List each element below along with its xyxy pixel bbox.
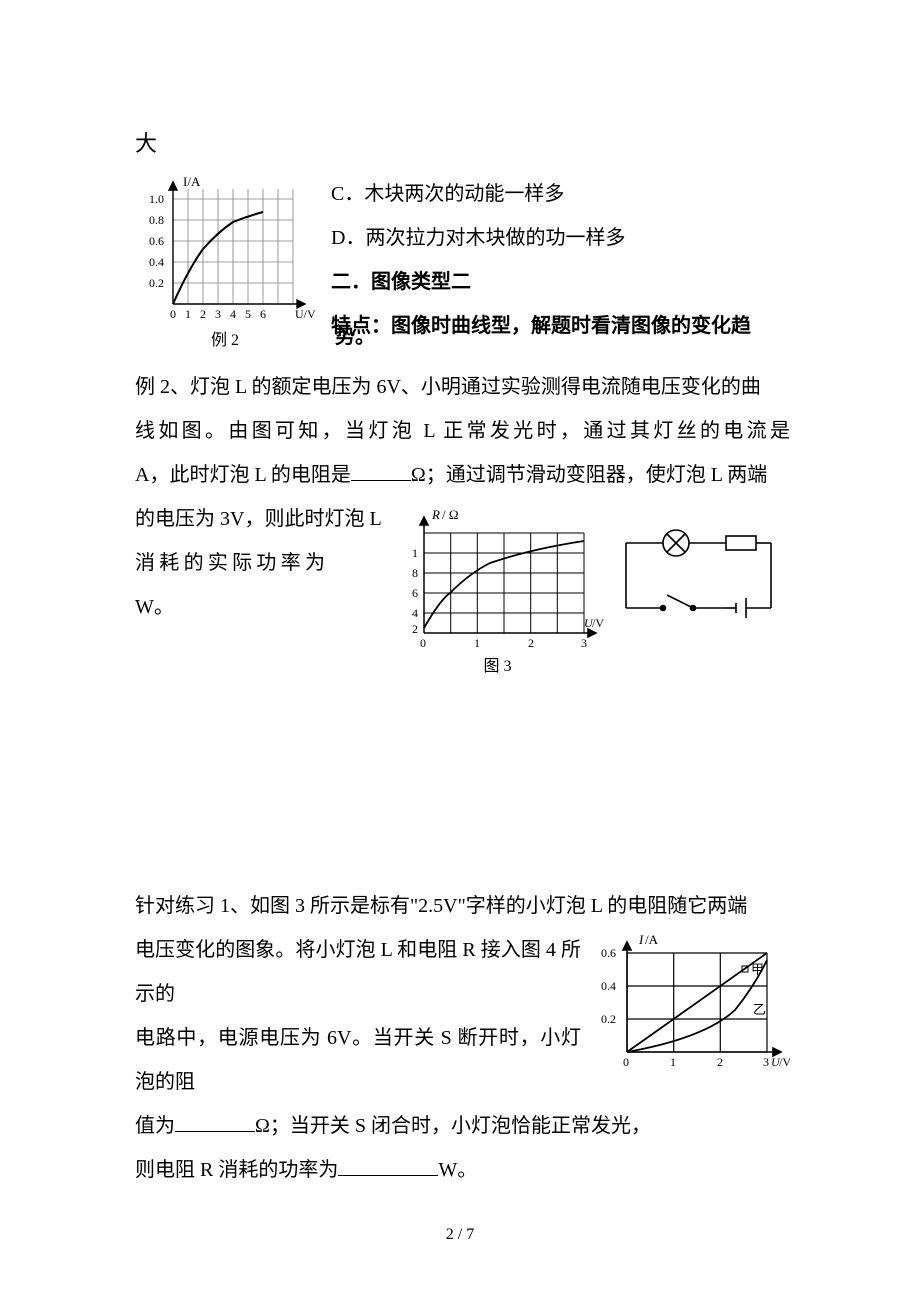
svg-text:0.4: 0.4 <box>601 979 616 993</box>
svg-text:0.4: 0.4 <box>149 255 164 269</box>
blank-power <box>338 1155 438 1176</box>
svg-text:R: R <box>431 507 440 522</box>
svg-text:1: 1 <box>412 546 418 560</box>
svg-text:0.6: 0.6 <box>601 946 616 960</box>
blank-resistance <box>351 460 411 481</box>
top-char: 大 <box>135 120 790 168</box>
svg-text:0: 0 <box>170 307 176 321</box>
fig3-caption: 图 3 <box>390 657 605 676</box>
svg-text:3: 3 <box>215 307 221 321</box>
svg-text:1: 1 <box>474 636 480 650</box>
svg-text:0.8: 0.8 <box>149 213 164 227</box>
svg-text:I/A: I/A <box>183 174 201 189</box>
svg-text:3: 3 <box>581 636 587 650</box>
practice-l5-before: 则电阻 R 消耗的功率为 <box>135 1159 338 1181</box>
fig-practice-wrap: I /A U /V 0.6 0.4 0.2 0 1 2 3 甲 乙 <box>595 930 790 1075</box>
page-number: 2 / 7 <box>0 1217 920 1252</box>
svg-text:/V: /V <box>592 616 604 630</box>
fig-ex2-caption: 例 2 <box>135 331 315 350</box>
svg-text:0.2: 0.2 <box>149 276 164 290</box>
ex2-l3-after: Ω；通过调节滑动变阻器，使灯泡 L 两端 <box>411 464 767 486</box>
practice-l4-before: 值为 <box>135 1115 175 1137</box>
svg-text:6: 6 <box>412 586 418 600</box>
practice-line1: 针对练习 1、如图 3 所示是标有"2.5V"字样的小灯泡 L 的电阻随它两端 <box>135 884 790 928</box>
svg-text:5: 5 <box>245 307 251 321</box>
svg-text:0: 0 <box>420 636 426 650</box>
svg-text:2: 2 <box>412 622 418 636</box>
svg-text:8: 8 <box>412 566 418 580</box>
svg-text:/V: /V <box>779 1055 790 1069</box>
ex2-line2: 线如图。由图可知，当灯泡 L 正常发光时，通过其灯丝的电流是 <box>135 409 790 453</box>
svg-text:/ Ω: / Ω <box>442 507 459 522</box>
svg-text:3: 3 <box>763 1055 769 1069</box>
ex2-line3: A，此时灯泡 L 的电阻是 Ω；通过调节滑动变阻器，使灯泡 L 两端 <box>135 453 790 497</box>
svg-text:1: 1 <box>185 307 191 321</box>
fig3-circuit-wrap: R / Ω U /V 1 8 6 4 2 0 1 2 3 图 3 <box>390 505 790 676</box>
fig-ex2-wrap: I/A U/V 1.0 0.8 0.6 0.4 0.2 0 1 2 3 4 5 … <box>135 174 315 350</box>
svg-text:4: 4 <box>412 606 418 620</box>
svg-text:6: 6 <box>260 307 266 321</box>
svg-text:1: 1 <box>670 1055 676 1069</box>
ex2-l3-before: A，此时灯泡 L 的电阻是 <box>135 464 351 486</box>
svg-text:2: 2 <box>528 636 534 650</box>
ex2-line1: 例 2、灯泡 L 的额定电压为 6V、小明通过实验测得电流随电压变化的曲 <box>135 365 790 409</box>
fig-ex2-chart: I/A U/V 1.0 0.8 0.6 0.4 0.2 0 1 2 3 4 5 … <box>135 174 315 329</box>
svg-text:/A: /A <box>645 932 659 947</box>
fig3-chart: R / Ω U /V 1 8 6 4 2 0 1 2 3 <box>390 505 605 655</box>
fig3-block: R / Ω U /V 1 8 6 4 2 0 1 2 3 图 3 <box>390 505 605 676</box>
practice-l1-text: 针对练习 1、如图 3 所示是标有"2.5V"字样的小灯泡 L 的电阻随它两端 <box>135 895 747 917</box>
fig-practice-chart: I /A U /V 0.6 0.4 0.2 0 1 2 3 甲 乙 <box>595 930 790 1075</box>
circuit-diagram <box>611 523 786 638</box>
svg-text:I: I <box>638 932 644 947</box>
svg-text:2: 2 <box>717 1055 723 1069</box>
practice-line5: 则电阻 R 消耗的功率为 W。 <box>135 1148 790 1192</box>
svg-text:2: 2 <box>200 307 206 321</box>
svg-text:U/V: U/V <box>295 307 315 321</box>
ex2-line5: 消耗的实际功率为 <box>135 541 325 585</box>
svg-text:0.2: 0.2 <box>601 1012 616 1026</box>
svg-text:0: 0 <box>623 1055 629 1069</box>
svg-text:1.0: 1.0 <box>149 192 164 206</box>
practice-l4-after: Ω；当开关 S 闭合时，小灯泡恰能正常发光， <box>255 1115 651 1137</box>
svg-text:4: 4 <box>230 307 236 321</box>
svg-text:甲: 甲 <box>751 962 764 977</box>
blank-resistance2 <box>175 1111 255 1132</box>
practice-l5-after: W。 <box>438 1159 477 1181</box>
svg-text:乙: 乙 <box>753 1002 766 1017</box>
practice-line4: 值为 Ω；当开关 S 闭合时，小灯泡恰能正常发光， <box>135 1104 790 1148</box>
svg-text:0.6: 0.6 <box>149 234 164 248</box>
